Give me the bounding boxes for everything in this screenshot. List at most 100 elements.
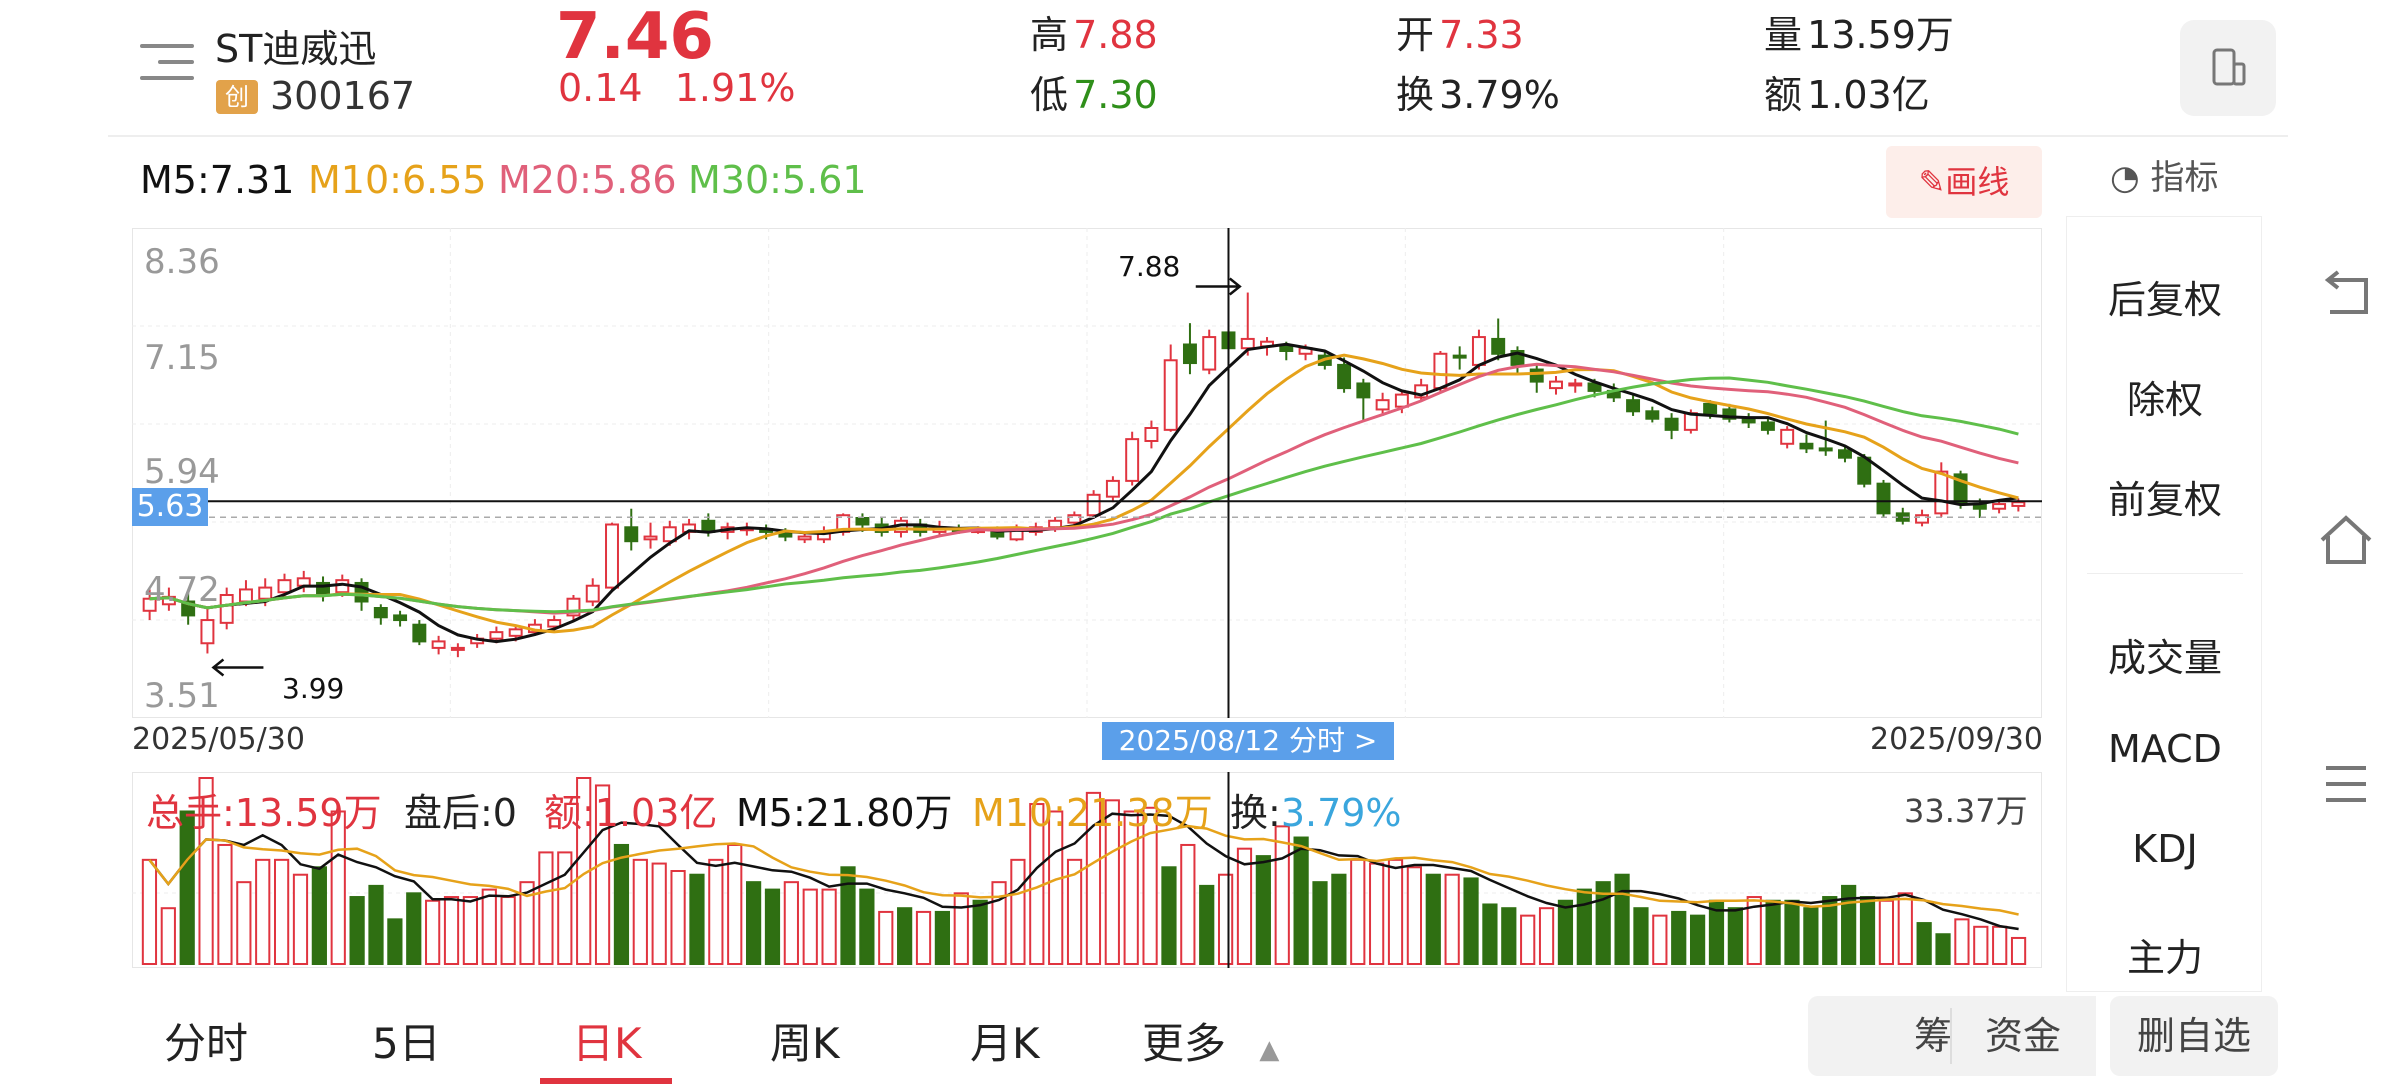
crosshair-date-tag[interactable]: 2025/08/12 分时 > — [1102, 722, 1394, 760]
candle — [1202, 329, 1217, 375]
volume-bar — [878, 910, 894, 965]
candle — [450, 643, 465, 658]
volume-bar — [840, 866, 856, 965]
volume-bar — [557, 851, 573, 965]
side-item-kdj[interactable]: KDJ — [2132, 827, 2198, 871]
active-tab-indicator — [540, 1078, 672, 1084]
volume-bar — [425, 899, 441, 965]
vol-ma5-legend: M5:21.80万 — [736, 791, 953, 835]
volume-bar — [2010, 936, 2027, 966]
volume-bar — [1217, 873, 1234, 965]
price-axis-label-3: 4.72 — [144, 570, 220, 610]
volume-bar — [1822, 896, 1838, 965]
home-icon[interactable] — [2316, 510, 2376, 570]
volume-bar — [1425, 873, 1441, 965]
high-label: 高 — [1030, 13, 1069, 57]
tab-intraday[interactable]: 分时 — [164, 1019, 249, 1068]
volume-bar — [1935, 933, 1951, 966]
ma10-line — [149, 353, 2019, 634]
side-item-ex-rights[interactable]: 除权 — [2126, 378, 2203, 422]
tab-weekly-k[interactable]: 周K — [770, 1019, 840, 1068]
indicator-button[interactable]: ◔ 指标 — [2110, 150, 2218, 199]
screen-rotate-button[interactable] — [2180, 20, 2276, 116]
price-change: 0.14 1.91% — [558, 66, 795, 110]
kline-chart[interactable] — [132, 228, 2042, 718]
volume-bar — [1954, 918, 1970, 965]
volume-bar — [1199, 884, 1215, 965]
volume-bar — [1841, 884, 1857, 965]
volume-bar — [1538, 907, 1555, 965]
high-annotation: 7.88 — [1118, 250, 1181, 283]
vol-turnover-legend: 换:3.79% — [1230, 782, 1402, 837]
stock-name: ST迪威迅 — [215, 27, 377, 71]
draw-line-button[interactable]: ✎画线 — [1886, 146, 2042, 218]
volume-bar — [1312, 881, 1328, 965]
volume-bar — [349, 896, 365, 965]
side-item-volume[interactable]: 成交量 — [2107, 636, 2222, 680]
low-annotation: 3.99 — [282, 672, 345, 705]
tab-monthly-k[interactable]: 月K — [970, 1019, 1040, 1068]
remove-watchlist-button[interactable]: 删自选 — [2110, 996, 2278, 1076]
side-item-main-force[interactable]: 主力 — [2126, 936, 2203, 980]
ma20-legend: M20:5.86 — [498, 158, 677, 202]
volume-chart-frame[interactable] — [132, 772, 2042, 968]
volume-bar — [198, 777, 214, 965]
volume-bar — [745, 881, 762, 965]
tab-daily-k[interactable]: 日K — [572, 1019, 642, 1068]
header-divider — [108, 135, 2288, 137]
tab-5day[interactable]: 5日 — [372, 1019, 441, 1068]
volume-bar — [1727, 907, 1743, 965]
volume-bar — [802, 888, 818, 965]
volume-bar — [727, 843, 743, 965]
funds-button[interactable]: 资金 — [1950, 996, 2096, 1076]
tab-more[interactable]: 更多 ▲ — [1142, 1010, 1279, 1071]
volume-bar — [1350, 858, 1366, 965]
volume-bar — [991, 881, 1007, 965]
volume-bar — [481, 888, 497, 965]
volume-bar — [1236, 847, 1253, 965]
start-date: 2025/05/30 — [132, 722, 305, 757]
volume-bar — [670, 870, 686, 965]
volume-bar — [1595, 881, 1611, 965]
back-icon[interactable] — [2316, 266, 2376, 326]
volume-bar — [1576, 888, 1592, 965]
volume-bar — [387, 918, 403, 965]
recent-apps-icon[interactable] — [2316, 754, 2376, 814]
volume-bar — [1746, 896, 1762, 965]
volume-bar — [953, 892, 969, 965]
volume-bar — [179, 810, 195, 966]
volume-bar — [1331, 873, 1347, 965]
ma10-legend: M10:6.55 — [308, 158, 487, 202]
candle — [624, 508, 639, 551]
volume-bar — [273, 858, 290, 965]
volume-bar — [783, 881, 799, 965]
volume-value: 13.59万 — [1807, 13, 1954, 57]
volume-bar — [1180, 843, 1196, 965]
volume-bar — [1085, 791, 1102, 965]
side-item-back-adjust[interactable]: 后复权 — [2107, 278, 2222, 322]
volume-max-label: 33.37万 — [1904, 792, 2028, 830]
candle — [1182, 323, 1197, 375]
volume-bar — [1501, 907, 1517, 965]
candle — [1664, 413, 1679, 440]
volume-bar — [1255, 855, 1271, 965]
end-date: 2025/09/30 — [1870, 722, 2043, 757]
volume-chart[interactable] — [132, 772, 2042, 968]
vol-ma10-line — [148, 824, 2019, 916]
price-axis-label-2: 5.94 — [144, 452, 220, 492]
candle — [1240, 292, 1255, 356]
volume-bar — [1784, 899, 1800, 965]
candle — [1780, 426, 1795, 449]
volume-bar — [1482, 903, 1498, 965]
menu-icon[interactable] — [140, 44, 194, 88]
side-item-forward-adjust[interactable]: 前复权 — [2107, 478, 2222, 522]
candle — [412, 620, 427, 646]
total-volume-legend: 总手:13.59万 — [146, 791, 382, 835]
button-separator — [1950, 1008, 1952, 1064]
volume-bar — [651, 862, 667, 965]
candle — [1876, 479, 1891, 518]
open-label: 开 — [1396, 13, 1435, 57]
side-item-macd[interactable]: MACD — [2108, 727, 2222, 771]
open-value: 7.33 — [1439, 13, 1524, 57]
volume-bar — [1916, 922, 1932, 965]
